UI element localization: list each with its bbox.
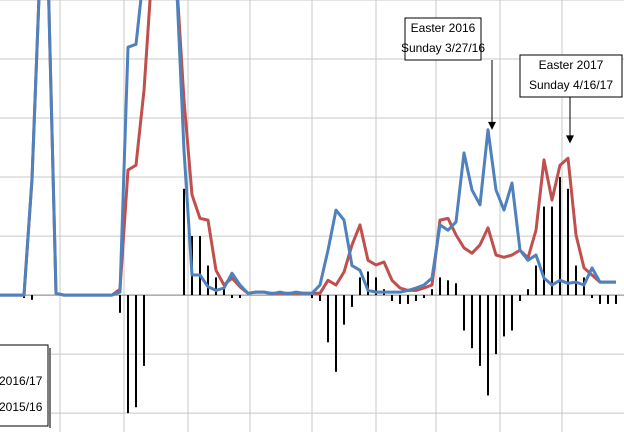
bar bbox=[503, 295, 505, 337]
annotation-text: Sunday 4/16/17 bbox=[529, 78, 613, 92]
bar bbox=[359, 277, 361, 296]
bar bbox=[183, 188, 185, 296]
bar bbox=[567, 188, 569, 296]
annotation-text: Sunday 3/27/16 bbox=[401, 41, 485, 55]
bar bbox=[455, 283, 457, 296]
bar bbox=[351, 295, 353, 307]
bar bbox=[399, 295, 401, 304]
bar bbox=[31, 295, 33, 300]
annotation-box bbox=[404, 17, 482, 61]
bar bbox=[311, 295, 313, 299]
bar bbox=[551, 206, 553, 296]
bar bbox=[535, 265, 537, 296]
bar bbox=[559, 177, 561, 296]
series-line bbox=[0, 0, 616, 297]
bar bbox=[463, 295, 465, 331]
bar bbox=[239, 295, 241, 299]
bar bbox=[223, 289, 225, 296]
legend-label: 2016/17 bbox=[0, 374, 43, 388]
bar bbox=[495, 295, 497, 355]
bar bbox=[527, 289, 529, 296]
bar bbox=[375, 277, 377, 296]
bar bbox=[319, 295, 321, 301]
bar bbox=[327, 295, 329, 343]
bar bbox=[423, 295, 425, 299]
bar bbox=[447, 280, 449, 296]
annotation-text: Easter 2017 bbox=[539, 58, 604, 72]
bar bbox=[511, 295, 513, 331]
bar bbox=[367, 271, 369, 296]
bar bbox=[143, 295, 145, 366]
bar bbox=[391, 295, 393, 301]
bar bbox=[199, 236, 201, 296]
legend-box bbox=[0, 344, 49, 427]
bar bbox=[479, 295, 481, 366]
bar bbox=[215, 277, 217, 296]
legend-label: 2015/16 bbox=[0, 400, 43, 414]
bar bbox=[543, 206, 545, 296]
arrow-head bbox=[566, 135, 574, 144]
bar bbox=[607, 295, 609, 304]
bar bbox=[575, 265, 577, 296]
bar bbox=[591, 295, 593, 299]
bar bbox=[335, 295, 337, 372]
bar bbox=[231, 295, 233, 299]
bar bbox=[207, 265, 209, 296]
series-line bbox=[0, 0, 616, 297]
bar bbox=[431, 289, 433, 296]
annotation-box bbox=[519, 54, 623, 98]
bar bbox=[135, 295, 137, 408]
arrow-head bbox=[488, 121, 496, 130]
bar bbox=[415, 295, 417, 301]
bar bbox=[599, 295, 601, 304]
bar bbox=[471, 295, 473, 349]
bar bbox=[487, 295, 489, 396]
bar bbox=[615, 295, 617, 304]
annotation-text: Easter 2016 bbox=[411, 21, 476, 35]
bar bbox=[407, 295, 409, 304]
bar bbox=[127, 295, 129, 414]
bar bbox=[119, 295, 121, 313]
bar bbox=[519, 295, 521, 301]
bar bbox=[439, 277, 441, 296]
bar bbox=[343, 295, 345, 325]
